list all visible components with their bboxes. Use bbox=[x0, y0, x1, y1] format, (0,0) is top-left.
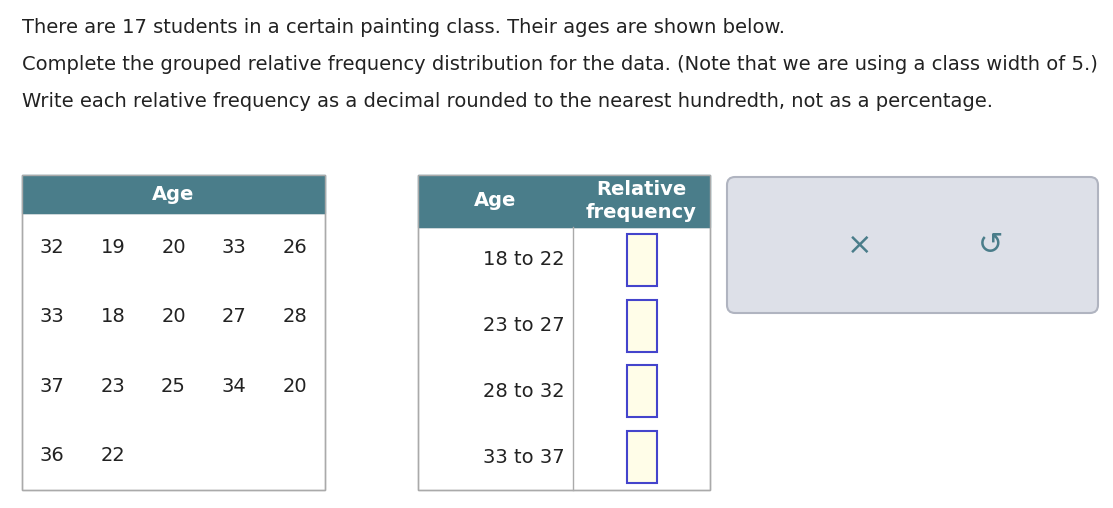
Text: 33: 33 bbox=[221, 238, 246, 257]
Bar bbox=[418, 175, 710, 227]
Text: ×: × bbox=[847, 231, 871, 260]
Text: 23 to 27: 23 to 27 bbox=[483, 316, 564, 335]
Text: 20: 20 bbox=[161, 307, 186, 326]
Text: 34: 34 bbox=[221, 376, 246, 396]
Text: Age: Age bbox=[152, 184, 195, 204]
Text: Age: Age bbox=[474, 192, 516, 210]
Text: 32: 32 bbox=[40, 238, 65, 257]
FancyBboxPatch shape bbox=[727, 177, 1099, 313]
Text: 23: 23 bbox=[100, 376, 126, 396]
Text: 26: 26 bbox=[283, 238, 307, 257]
Text: 22: 22 bbox=[100, 446, 126, 465]
Text: 19: 19 bbox=[100, 238, 126, 257]
Text: ↺: ↺ bbox=[978, 231, 1003, 260]
Bar bbox=[22, 213, 325, 490]
Text: 33: 33 bbox=[40, 307, 65, 326]
Text: 18: 18 bbox=[100, 307, 126, 326]
Bar bbox=[627, 365, 657, 418]
Text: 28: 28 bbox=[283, 307, 307, 326]
Text: There are 17 students in a certain painting class. Their ages are shown below.: There are 17 students in a certain paint… bbox=[22, 18, 785, 37]
Bar bbox=[627, 300, 657, 352]
Text: 33 to 37: 33 to 37 bbox=[483, 448, 564, 467]
Text: 18 to 22: 18 to 22 bbox=[483, 250, 564, 269]
Text: 27: 27 bbox=[221, 307, 246, 326]
Text: Complete the grouped relative frequency distribution for the data. (Note that we: Complete the grouped relative frequency … bbox=[22, 55, 1097, 74]
Bar bbox=[627, 234, 657, 286]
Bar bbox=[418, 175, 710, 490]
Text: 36: 36 bbox=[40, 446, 65, 465]
Bar bbox=[418, 227, 710, 490]
Text: 20: 20 bbox=[283, 376, 307, 396]
Text: 28 to 32: 28 to 32 bbox=[483, 382, 564, 401]
Text: Relative
frequency: Relative frequency bbox=[587, 180, 697, 223]
Text: Write each relative frequency as a decimal rounded to the nearest hundredth, not: Write each relative frequency as a decim… bbox=[22, 92, 993, 111]
Text: 25: 25 bbox=[161, 376, 186, 396]
Bar bbox=[22, 175, 325, 490]
Text: 37: 37 bbox=[40, 376, 65, 396]
Bar bbox=[627, 431, 657, 483]
Bar bbox=[22, 175, 325, 213]
Text: 20: 20 bbox=[161, 238, 186, 257]
